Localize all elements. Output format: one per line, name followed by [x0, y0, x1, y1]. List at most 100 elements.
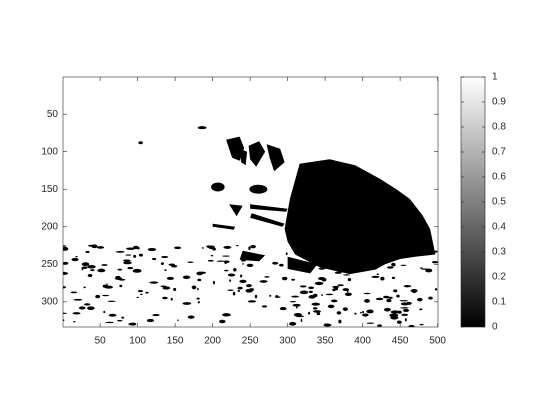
y-tick-label: 150: [41, 184, 58, 195]
speck: [308, 286, 314, 290]
speck: [91, 244, 98, 249]
speck: [222, 313, 231, 317]
x-tick-label: 200: [204, 336, 221, 347]
speck: [115, 250, 125, 253]
colorbar-tick-label: 0.1: [492, 297, 506, 308]
x-tick-label: 150: [167, 336, 184, 347]
speck: [160, 262, 165, 265]
speck: [325, 293, 334, 296]
speck: [133, 254, 137, 258]
colorbar-tick-label: 0.4: [492, 222, 506, 233]
speck: [314, 281, 324, 286]
speck: [242, 263, 244, 265]
speck: [140, 293, 143, 296]
speck: [299, 285, 307, 288]
image: [63, 126, 438, 327]
speck: [70, 291, 78, 294]
speck: [237, 286, 243, 290]
speck: [170, 297, 173, 301]
speck: [318, 267, 326, 270]
speck: [138, 141, 143, 145]
speck: [366, 263, 372, 267]
speck: [300, 318, 303, 323]
speck: [249, 288, 255, 292]
whiskers: [212, 204, 288, 230]
speck: [311, 302, 321, 306]
speck: [63, 312, 68, 314]
speck: [376, 273, 379, 276]
speck: [63, 319, 65, 322]
speck: [114, 276, 123, 280]
y-tick-label: 250: [41, 259, 58, 270]
speck: [408, 324, 415, 327]
x-tick-label: 350: [317, 336, 334, 347]
x-tick-label: 450: [392, 336, 409, 347]
speck: [403, 284, 412, 288]
speck: [81, 267, 84, 271]
colorbar: [460, 76, 486, 328]
speck: [406, 301, 412, 305]
speck: [197, 126, 207, 130]
kitten-ear: [226, 136, 245, 161]
speck: [316, 312, 321, 316]
speck: [138, 253, 143, 257]
speck: [75, 255, 78, 258]
speck: [279, 306, 287, 311]
speck: [96, 246, 105, 249]
speck: [399, 300, 409, 302]
speck: [146, 318, 155, 323]
speck: [325, 264, 332, 267]
speck: [327, 304, 335, 309]
speck: [90, 269, 95, 272]
speck: [119, 284, 123, 288]
speck: [384, 307, 391, 312]
speck: [308, 290, 313, 294]
speck: [123, 261, 132, 265]
speck: [289, 321, 297, 326]
colorbar-tick-label: 0.2: [492, 272, 506, 283]
speck: [364, 299, 370, 303]
speck: [187, 315, 195, 319]
speck: [304, 266, 308, 268]
speck: [428, 296, 433, 300]
speck: [128, 322, 137, 326]
speck: [73, 298, 83, 301]
speck: [391, 276, 396, 279]
speck: [375, 297, 384, 301]
speck: [182, 302, 192, 305]
speck: [419, 323, 424, 326]
speck: [288, 263, 298, 266]
speck: [404, 318, 407, 322]
speck: [171, 264, 178, 268]
speck: [78, 306, 86, 310]
speck: [272, 261, 279, 265]
speck: [291, 278, 296, 281]
speck: [396, 320, 402, 324]
speck: [196, 297, 200, 300]
speck: [291, 295, 299, 298]
right-eye: [249, 184, 268, 194]
speck: [289, 300, 297, 303]
speck: [239, 279, 247, 283]
speck: [391, 262, 396, 267]
speck: [348, 269, 353, 274]
speck: [366, 309, 374, 314]
speck: [400, 307, 409, 309]
speck: [240, 274, 243, 278]
x-tick-label: 250: [242, 336, 259, 347]
speck: [161, 255, 169, 259]
speck: [222, 255, 230, 257]
speck: [137, 246, 140, 250]
speck: [431, 261, 438, 264]
speck: [152, 257, 157, 261]
speck: [224, 269, 229, 272]
speck: [312, 293, 318, 298]
speck: [201, 247, 204, 249]
speck: [237, 289, 241, 292]
speck: [323, 323, 332, 327]
speck: [182, 275, 191, 280]
y-tick-label: 200: [41, 221, 58, 232]
colorbar-tick-label: 0.7: [492, 147, 506, 158]
speck: [332, 285, 340, 289]
